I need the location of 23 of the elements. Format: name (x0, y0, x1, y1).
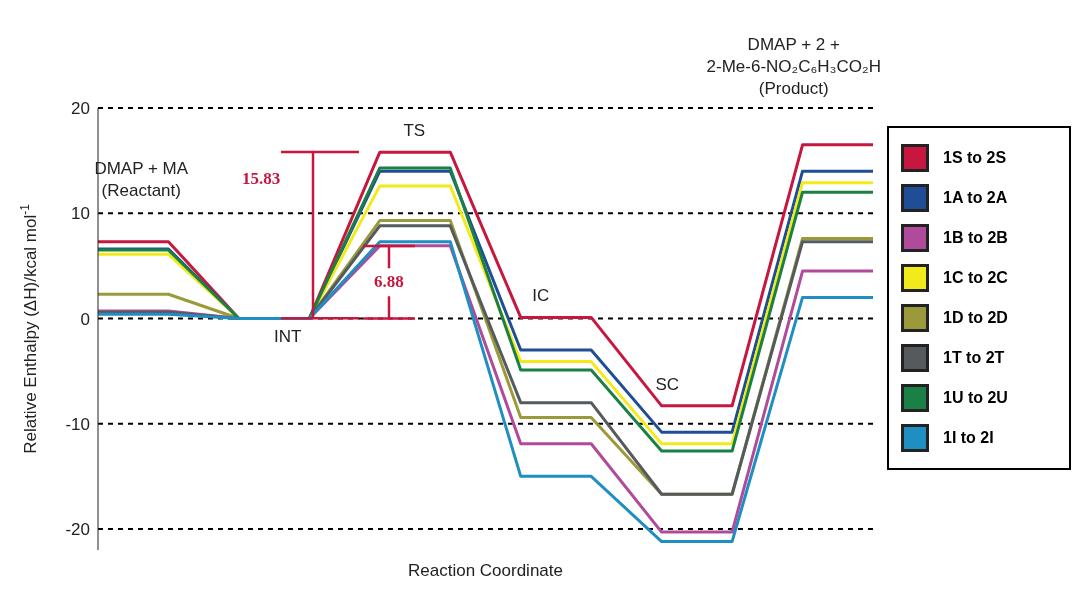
annotation: INT (274, 326, 302, 349)
y-tick-label: 10 (71, 204, 90, 224)
legend-label: 1D to 2D (943, 309, 1008, 327)
annotation: SC (655, 373, 680, 396)
legend-label: 1S to 2S (943, 149, 1007, 167)
legend-label: 1U to 2U (943, 389, 1008, 407)
annotation: 6.88 (372, 271, 406, 294)
x-axis-title: Reaction Coordinate (408, 561, 563, 580)
annotation: 15.83 (239, 168, 283, 191)
legend-label: 1B to 2B (943, 229, 1008, 247)
legend-label: 1C to 2C (943, 269, 1008, 287)
annotation: IC (532, 285, 550, 308)
y-tick-label: -20 (65, 519, 90, 539)
annotation: DMAP + MA (Reactant) (94, 157, 189, 202)
y-tick-label: 0 (80, 309, 90, 329)
legend-label: 1T to 2T (943, 349, 1005, 367)
text: DMAP + 2 + 2-Me-6-NO₂C₆H₃CO₂H (Product) (706, 34, 881, 100)
y-tick-label: -10 (65, 414, 90, 434)
annotation: TS (403, 120, 426, 143)
y-tick-label: 20 (71, 99, 90, 119)
legend-label: 1A to 2A (943, 189, 1008, 207)
legend-label: 1I to 2I (943, 429, 994, 447)
line-series (96, 143, 875, 408)
